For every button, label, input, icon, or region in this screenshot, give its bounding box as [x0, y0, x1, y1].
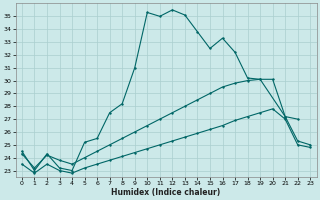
- X-axis label: Humidex (Indice chaleur): Humidex (Indice chaleur): [111, 188, 221, 197]
